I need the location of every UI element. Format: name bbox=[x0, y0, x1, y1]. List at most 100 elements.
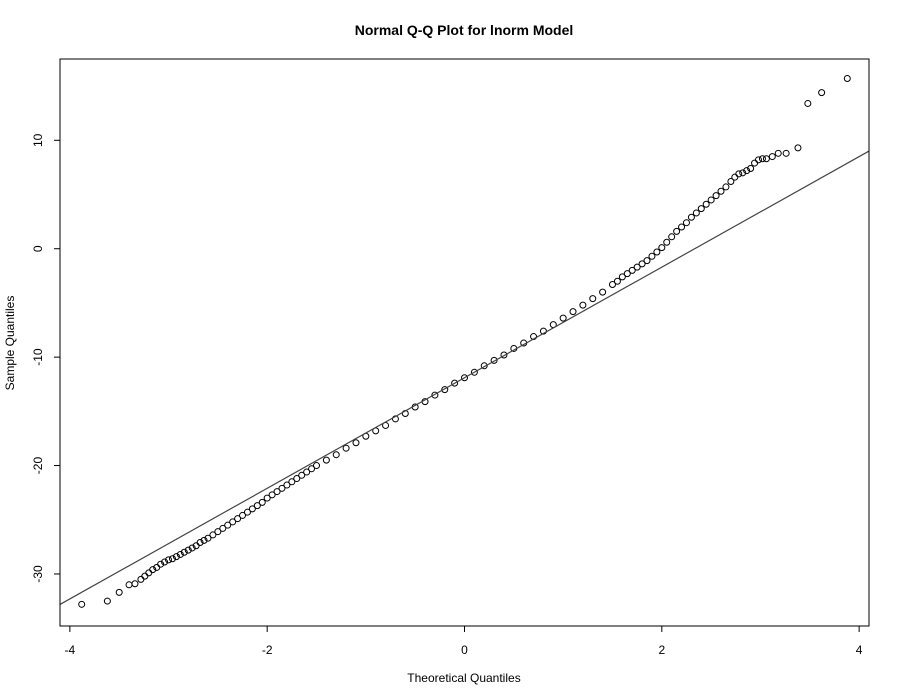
y-tick-label: -30 bbox=[31, 565, 45, 583]
data-point bbox=[176, 550, 184, 558]
data-point bbox=[678, 223, 686, 231]
data-point bbox=[653, 248, 661, 256]
data-point bbox=[352, 439, 360, 447]
data-point bbox=[141, 572, 149, 580]
data-point bbox=[204, 534, 212, 542]
data-point bbox=[248, 505, 256, 513]
data-point bbox=[727, 178, 735, 186]
x-axis: -4 -2 0 2 4 bbox=[65, 626, 863, 657]
y-tick-label: -10 bbox=[31, 348, 45, 366]
data-point bbox=[702, 200, 710, 208]
data-point bbox=[673, 227, 681, 235]
data-point bbox=[131, 580, 139, 588]
qq-reference-line bbox=[59, 150, 870, 605]
data-point bbox=[431, 391, 439, 399]
data-point bbox=[219, 524, 227, 532]
data-point bbox=[633, 263, 641, 271]
x-tick-label: -2 bbox=[262, 643, 273, 657]
data-point bbox=[196, 539, 204, 547]
y-tick-label: 10 bbox=[31, 133, 45, 147]
data-point bbox=[243, 508, 251, 516]
data-point bbox=[731, 173, 739, 181]
data-point bbox=[751, 159, 759, 167]
data-point bbox=[663, 238, 671, 246]
data-point bbox=[643, 257, 651, 265]
data-point bbox=[608, 281, 616, 288]
data-point bbox=[735, 170, 743, 178]
data-point bbox=[188, 544, 196, 552]
data-point bbox=[648, 252, 656, 260]
plot-frame bbox=[59, 58, 870, 627]
data-point bbox=[168, 555, 176, 563]
data-point bbox=[253, 502, 261, 510]
data-point bbox=[747, 165, 755, 172]
data-point bbox=[697, 205, 705, 213]
data-point bbox=[165, 556, 173, 564]
data-point bbox=[613, 277, 621, 285]
data-point bbox=[707, 196, 715, 204]
data-point bbox=[313, 462, 321, 470]
data-point bbox=[322, 456, 330, 464]
data-point bbox=[782, 149, 790, 157]
data-point bbox=[149, 566, 157, 574]
data-point bbox=[115, 588, 123, 596]
data-point bbox=[125, 581, 133, 589]
data-point bbox=[490, 356, 498, 364]
data-point bbox=[470, 368, 478, 376]
data-point bbox=[145, 569, 153, 577]
data-point bbox=[739, 169, 747, 177]
data-point bbox=[200, 536, 208, 544]
data-point bbox=[283, 481, 291, 489]
data-point bbox=[288, 478, 296, 486]
data-point bbox=[618, 273, 626, 281]
points-layer bbox=[78, 75, 851, 608]
data-point bbox=[172, 553, 180, 561]
data-point bbox=[579, 301, 587, 309]
data-point bbox=[103, 597, 111, 605]
data-point bbox=[157, 560, 165, 568]
data-point bbox=[161, 558, 169, 566]
y-tick-label: 0 bbox=[31, 245, 45, 252]
data-point bbox=[755, 156, 762, 164]
data-point bbox=[843, 75, 851, 83]
data-point bbox=[268, 491, 276, 499]
series-0 bbox=[78, 75, 851, 608]
data-point bbox=[78, 600, 86, 608]
data-point bbox=[687, 213, 695, 221]
x-tick-label: 4 bbox=[856, 643, 863, 657]
data-point bbox=[441, 386, 449, 394]
data-point bbox=[658, 244, 666, 252]
data-point bbox=[229, 518, 237, 526]
data-point bbox=[293, 475, 301, 483]
data-point bbox=[743, 167, 751, 175]
data-point bbox=[332, 451, 340, 459]
data-point bbox=[599, 288, 607, 296]
data-point bbox=[180, 548, 188, 556]
data-point bbox=[480, 362, 488, 370]
data-point bbox=[774, 149, 782, 157]
y-axis-title: Sample Quantiles bbox=[3, 296, 17, 391]
data-point bbox=[638, 260, 646, 268]
data-point bbox=[184, 546, 192, 554]
y-tick-label: -20 bbox=[31, 457, 45, 475]
x-tick-label: 2 bbox=[658, 643, 665, 657]
reference-line-layer bbox=[59, 150, 870, 605]
data-point bbox=[451, 379, 459, 387]
y-axis: -30 -20 -10 0 10 bbox=[31, 133, 60, 583]
data-point bbox=[461, 374, 468, 382]
data-point bbox=[342, 444, 350, 452]
data-point bbox=[794, 144, 802, 152]
data-point bbox=[263, 494, 271, 502]
data-point bbox=[298, 471, 306, 479]
data-point bbox=[137, 575, 145, 583]
data-point bbox=[682, 219, 690, 227]
data-point bbox=[628, 266, 636, 274]
data-point bbox=[692, 209, 700, 217]
data-point bbox=[209, 531, 217, 539]
data-point bbox=[224, 521, 232, 529]
data-point bbox=[712, 192, 720, 200]
data-point bbox=[762, 155, 770, 163]
data-point bbox=[818, 89, 826, 97]
x-tick-label: 0 bbox=[461, 643, 468, 657]
